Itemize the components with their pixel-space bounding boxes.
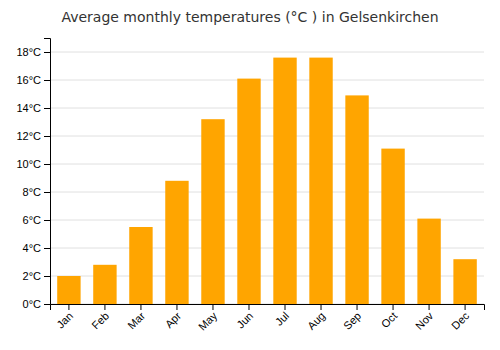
x-tick-label: Apr xyxy=(163,309,184,330)
grid-line xyxy=(50,192,484,193)
y-tick: 6°C xyxy=(23,214,50,226)
bar xyxy=(381,149,404,304)
y-tick-label: 12°C xyxy=(16,130,41,142)
x-tick-mark xyxy=(393,304,394,310)
grid-line xyxy=(50,164,484,165)
grid-line xyxy=(50,108,484,109)
x-tick-label: Jun xyxy=(234,310,255,331)
x-tick-label: Aug xyxy=(305,310,327,332)
y-tick: 18°C xyxy=(16,46,50,58)
bar xyxy=(93,265,116,304)
bar xyxy=(165,181,188,304)
x-tick-mark xyxy=(176,304,177,310)
y-axis: 0°C 2°C 4°C 6°C 8°C 10°C 12°C 14°C 16°C 18°C xyxy=(16,39,50,311)
y-tick-label: 18°C xyxy=(16,46,41,58)
y-tick-label: 10°C xyxy=(16,158,41,170)
grid-line xyxy=(50,52,484,53)
grid-line xyxy=(50,80,484,81)
x-tick-mark xyxy=(68,304,69,310)
x-tick-mark xyxy=(357,304,358,310)
x-tick-mark xyxy=(212,304,213,310)
x-tick: Jul xyxy=(273,304,291,328)
x-tick-label: Oct xyxy=(379,310,400,331)
x-tick-label: Sep xyxy=(341,310,363,332)
bar xyxy=(453,259,476,304)
x-tick: May xyxy=(196,304,220,333)
x-axis: Jan Feb Mar Apr May Jun Jul Aug Sep Oct Nov Dec xyxy=(51,304,485,333)
x-tick: Apr xyxy=(163,304,184,330)
y-tick-mark xyxy=(44,52,50,53)
bar xyxy=(273,58,296,304)
y-tick: 4°C xyxy=(23,242,50,254)
x-tick-mark xyxy=(465,304,466,310)
y-tick-label: 4°C xyxy=(23,242,42,254)
x-tick-mark xyxy=(321,304,322,310)
bar xyxy=(237,79,260,304)
y-tick: 12°C xyxy=(16,130,50,142)
y-axis-line xyxy=(44,39,51,305)
x-tick-label: Feb xyxy=(89,310,111,332)
x-tick-mark xyxy=(248,304,249,310)
grid xyxy=(50,52,484,304)
x-tick-mark xyxy=(285,304,286,310)
y-tick-mark xyxy=(44,192,50,193)
x-tick: Dec xyxy=(449,304,472,332)
y-tick-mark xyxy=(44,80,50,81)
y-tick-label: 8°C xyxy=(23,186,42,198)
x-tick-label: Jan xyxy=(54,310,75,331)
x-tick-label: Mar xyxy=(125,309,147,331)
y-tick-mark xyxy=(44,304,50,305)
x-tick: Aug xyxy=(305,304,327,332)
y-tick-mark xyxy=(44,276,50,277)
bar xyxy=(417,219,440,304)
y-tick-mark xyxy=(44,164,50,165)
plot: Jan Feb Mar Apr May Jun Jul Aug Sep Oct Nov Dec 0°C 2… xyxy=(16,39,484,333)
y-tick-mark xyxy=(44,220,50,221)
bar xyxy=(129,227,152,304)
x-axis-line xyxy=(51,305,485,311)
y-tick: 10°C xyxy=(16,158,50,170)
x-tick: Sep xyxy=(341,304,363,332)
y-tick: 16°C xyxy=(16,74,50,86)
bar xyxy=(309,58,332,304)
x-tick-mark xyxy=(104,304,105,310)
y-tick-mark xyxy=(44,248,50,249)
y-tick: 0°C xyxy=(23,298,50,310)
bars xyxy=(57,58,477,304)
bar xyxy=(57,276,80,304)
y-tick-mark xyxy=(44,136,50,137)
y-tick-label: 16°C xyxy=(16,74,41,86)
x-tick: Oct xyxy=(379,304,400,330)
x-tick-label: Dec xyxy=(449,309,472,332)
y-tick: 8°C xyxy=(23,186,50,198)
title: Average monthly temperatures (°C ) in Ge… xyxy=(61,9,438,25)
y-tick-mark xyxy=(44,108,50,109)
x-tick-label: Nov xyxy=(413,309,436,332)
x-tick: Mar xyxy=(125,304,147,331)
x-tick: Jun xyxy=(234,304,255,331)
y-tick-label: 14°C xyxy=(16,102,41,114)
bar xyxy=(345,95,368,304)
x-tick: Feb xyxy=(89,304,111,331)
y-tick-label: 0°C xyxy=(23,298,42,310)
y-tick-label: 6°C xyxy=(23,214,42,226)
y-tick-label: 2°C xyxy=(23,270,42,282)
bar xyxy=(201,119,224,304)
y-tick: 2°C xyxy=(23,270,50,282)
grid-line xyxy=(50,136,484,137)
x-tick: Jan xyxy=(54,304,75,331)
x-tick-label: May xyxy=(196,309,220,333)
y-tick: 14°C xyxy=(16,102,50,114)
x-tick-mark xyxy=(429,304,430,310)
x-tick-mark xyxy=(140,304,141,310)
x-tick-label: Jul xyxy=(273,310,291,328)
x-tick: Nov xyxy=(413,304,436,332)
chart: Average monthly temperatures (°C ) in Ge… xyxy=(0,0,500,350)
